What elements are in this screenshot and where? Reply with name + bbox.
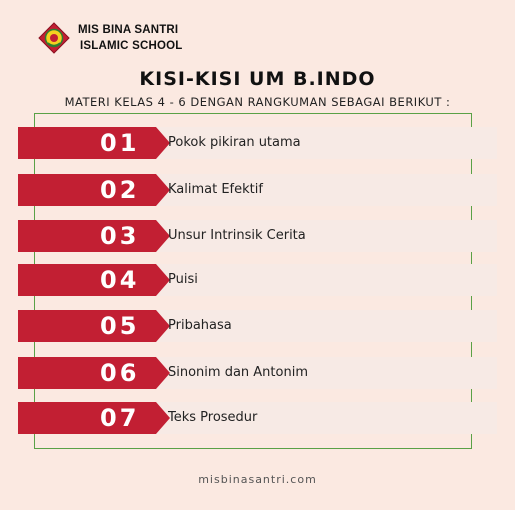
website-link[interactable]: misbinasantri.com xyxy=(198,473,317,486)
item-label: Puisi xyxy=(168,272,198,287)
item-number: 05 xyxy=(100,312,140,340)
item-label: Teks Prosedur xyxy=(168,410,258,425)
ribbon-arrow xyxy=(156,220,170,252)
school-logo-icon xyxy=(38,22,70,54)
ribbon-arrow xyxy=(156,127,170,159)
item-number: 07 xyxy=(100,404,140,432)
list-item: 01 Pokok pikiran utama xyxy=(18,127,497,159)
page-subtitle: MATERI KELAS 4 - 6 DENGAN RANGKUMAN SEBA… xyxy=(64,95,451,109)
item-label: Sinonim dan Antonim xyxy=(168,365,308,380)
ribbon-arrow xyxy=(156,264,170,296)
list-item: 07 Teks Prosedur xyxy=(18,402,497,434)
number-ribbon xyxy=(18,310,156,342)
number-ribbon xyxy=(18,127,156,159)
item-label: Unsur Intrinsik Cerita xyxy=(168,228,306,243)
item-number: 04 xyxy=(100,266,140,294)
ribbon-arrow xyxy=(156,357,170,389)
ribbon-arrow xyxy=(156,310,170,342)
page-title: KISI-KISI UM B.INDO xyxy=(139,68,376,90)
number-ribbon xyxy=(18,220,156,252)
number-ribbon xyxy=(18,402,156,434)
list-item: 06 Sinonim dan Antonim xyxy=(18,357,497,389)
list-item: 02 Kalimat Efektif xyxy=(18,174,497,206)
item-label: Kalimat Efektif xyxy=(168,182,263,197)
item-number: 02 xyxy=(100,176,140,204)
school-name-line1: MIS BINA SANTRI xyxy=(78,24,179,36)
number-ribbon xyxy=(18,264,156,296)
item-label: Pribahasa xyxy=(168,318,232,333)
item-number: 03 xyxy=(100,222,140,250)
list-item: 05 Pribahasa xyxy=(18,310,497,342)
number-ribbon xyxy=(18,357,156,389)
ribbon-arrow xyxy=(156,402,170,434)
number-ribbon xyxy=(18,174,156,206)
list-item: 03 Unsur Intrinsik Cerita xyxy=(18,220,497,252)
list-item: 04 Puisi xyxy=(18,264,497,296)
item-label: Pokok pikiran utama xyxy=(168,135,301,150)
school-name-line2: ISLAMIC SCHOOL xyxy=(80,40,183,52)
ribbon-arrow xyxy=(156,174,170,206)
item-number: 01 xyxy=(100,129,140,157)
item-number: 06 xyxy=(100,359,140,387)
